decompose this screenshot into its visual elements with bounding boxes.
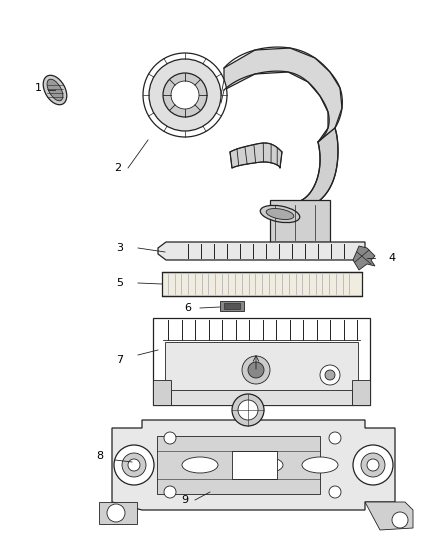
Ellipse shape (47, 79, 63, 101)
Circle shape (248, 362, 264, 378)
Circle shape (238, 400, 258, 420)
Circle shape (361, 453, 385, 477)
Polygon shape (158, 242, 365, 260)
Text: 9: 9 (181, 495, 189, 505)
Circle shape (242, 356, 270, 384)
Circle shape (392, 512, 408, 528)
Ellipse shape (260, 205, 300, 223)
Text: 3: 3 (117, 243, 124, 253)
Ellipse shape (182, 457, 218, 473)
Bar (232, 451, 277, 479)
Circle shape (149, 59, 221, 131)
Polygon shape (230, 143, 282, 168)
Circle shape (171, 81, 199, 109)
Polygon shape (270, 128, 338, 215)
Text: 1: 1 (35, 83, 42, 93)
Text: 5: 5 (117, 278, 124, 288)
Circle shape (329, 432, 341, 444)
Circle shape (164, 432, 176, 444)
Circle shape (122, 453, 146, 477)
Ellipse shape (302, 457, 338, 473)
Polygon shape (112, 420, 395, 510)
Ellipse shape (43, 75, 67, 104)
Text: 7: 7 (117, 355, 124, 365)
Circle shape (107, 504, 125, 522)
Bar (352, 380, 370, 405)
Ellipse shape (247, 457, 283, 473)
Circle shape (353, 445, 393, 485)
Bar (153, 318, 370, 405)
Circle shape (114, 445, 154, 485)
Polygon shape (224, 48, 342, 142)
Bar (165, 342, 358, 397)
Bar (224, 303, 240, 309)
Ellipse shape (266, 208, 294, 220)
Polygon shape (353, 246, 375, 270)
Text: 6: 6 (184, 303, 191, 313)
Bar (171, 390, 352, 405)
Circle shape (367, 459, 379, 471)
Bar (162, 272, 362, 296)
Circle shape (163, 73, 207, 117)
Polygon shape (365, 502, 413, 530)
Text: 2: 2 (114, 163, 122, 173)
Bar (153, 380, 171, 405)
Circle shape (128, 459, 140, 471)
Circle shape (325, 370, 335, 380)
Bar (270, 200, 330, 242)
Bar (220, 301, 244, 311)
Text: 8: 8 (96, 451, 103, 461)
Bar (99, 502, 137, 524)
Text: 4: 4 (389, 253, 396, 263)
Bar (157, 436, 320, 494)
Circle shape (232, 394, 264, 426)
Circle shape (164, 486, 176, 498)
Circle shape (329, 486, 341, 498)
Circle shape (143, 53, 227, 137)
Circle shape (320, 365, 340, 385)
